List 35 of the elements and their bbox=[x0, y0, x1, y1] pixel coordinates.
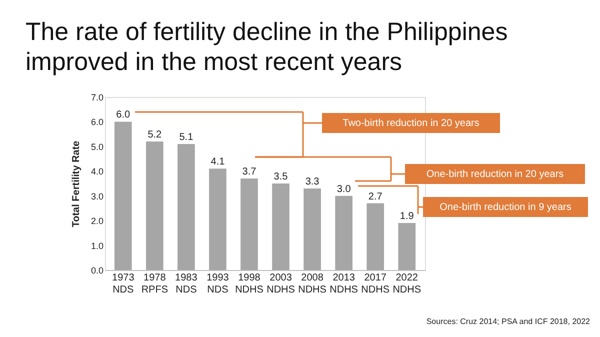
data-label: 4.1 bbox=[210, 156, 226, 168]
x-tick-label: 2013 NDHS bbox=[330, 272, 358, 296]
x-tick-label: 1973 NDS bbox=[112, 272, 135, 296]
text: improved in the most recent years bbox=[25, 48, 402, 76]
y-tick-label: 4.0 bbox=[90, 166, 104, 177]
y-axis-title: Total Fertility Rate bbox=[70, 140, 82, 228]
data-label: 5.1 bbox=[179, 132, 194, 143]
x-tick-label: 1998 NDHS bbox=[235, 272, 264, 296]
x-tick-label: 2022 NDHS bbox=[392, 272, 422, 296]
y-tick-label: 3.0 bbox=[90, 191, 104, 202]
text: The rate of fertility decline in the Philippines bbox=[25, 18, 508, 46]
y-tick-label: 2.0 bbox=[90, 216, 104, 226]
data-label: 6.0 bbox=[116, 110, 131, 121]
data-label: 3.0 bbox=[336, 184, 352, 195]
data-label: 3.5 bbox=[274, 172, 288, 182]
y-tick-label: 0.0 bbox=[90, 266, 104, 276]
data-label: 3.7 bbox=[242, 166, 257, 178]
x-tick-label: 2017 NDHS bbox=[361, 272, 390, 296]
data-label: 3.3 bbox=[305, 176, 320, 188]
annotation: Two-birth reduction in 20 years bbox=[342, 118, 480, 129]
x-tick-label: 1993 NDS bbox=[206, 272, 230, 296]
data-label: 5.2 bbox=[148, 129, 162, 140]
x-tick-label: 1978 RPFS bbox=[141, 272, 168, 296]
text: One-birth reduction in 20 years bbox=[426, 169, 564, 180]
x-tick-label: 2008 NDHS bbox=[298, 272, 327, 296]
data-label: 1.9 bbox=[400, 211, 414, 222]
y-tick-label: 7.0 bbox=[90, 92, 104, 102]
x-tick-label: 2003 NDHS bbox=[266, 272, 296, 296]
data-label: 2.7 bbox=[368, 191, 383, 202]
y-tick-label: 1.0 bbox=[90, 240, 104, 251]
x-tick-label: 1983 NDS bbox=[175, 272, 198, 296]
y-tick-label: 6.0 bbox=[90, 117, 104, 128]
source-note: Sources: Cruz 2014; PSA and ICF 2018, 2022 bbox=[426, 317, 591, 326]
text: One-birth reduction in 9 years bbox=[440, 202, 572, 213]
y-tick-label: 5.0 bbox=[90, 142, 104, 152]
